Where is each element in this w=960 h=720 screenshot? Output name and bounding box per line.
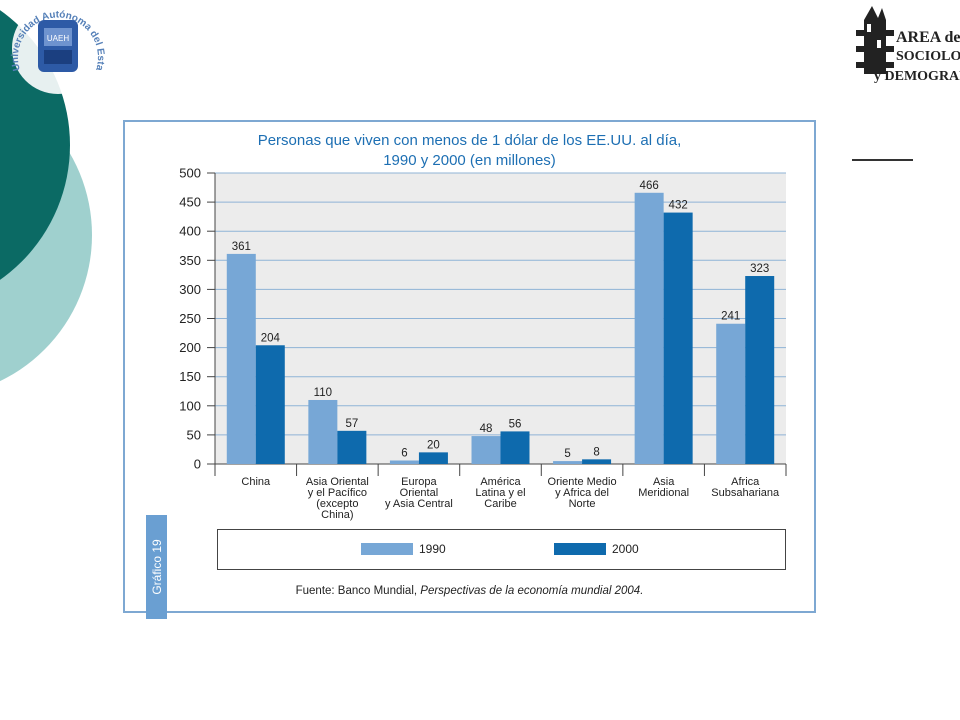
category-label: y Asia Central: [385, 498, 453, 510]
source-note: Fuente: Banco Mundial, Perspectivas de l…: [125, 585, 814, 597]
bar-2000: [663, 212, 693, 464]
category-label: Oriente Medio: [548, 476, 617, 488]
figure-tab: Gráfico 19: [146, 515, 167, 619]
category-label: Caribe: [484, 498, 516, 510]
y-tick-label: 350: [179, 253, 201, 268]
source-prefix: Fuente: Banco Mundial,: [295, 585, 421, 597]
bar-1990: [308, 399, 338, 464]
y-tick-label: 400: [179, 224, 201, 239]
category-label: Asia Oriental: [306, 476, 369, 488]
bar-1990: [471, 436, 501, 464]
legend-item-2000: 2000: [554, 542, 639, 556]
source-title: Perspectivas de la economía mundial 2004…: [420, 585, 644, 597]
data-label: 110: [314, 387, 332, 399]
y-tick-label: 500: [179, 166, 201, 181]
data-label: 20: [427, 439, 440, 451]
category-label: Meridional: [638, 487, 689, 499]
y-tick-label: 50: [187, 427, 201, 442]
figure-tab-label: Gráfico 19: [149, 539, 164, 595]
category-label: Subsahariana: [711, 487, 780, 499]
category-label: (excepto: [316, 498, 358, 510]
y-tick-label: 0: [194, 457, 201, 472]
data-label: 204: [261, 332, 281, 344]
header-rule: [852, 159, 913, 161]
bar-2000: [337, 430, 367, 464]
bar-1990: [553, 461, 583, 464]
category-label: y el Pacífico: [308, 487, 367, 499]
data-label: 56: [509, 418, 522, 430]
bar-chart: 0 50 100 150 200 250 300 350 400 450 500 361 204 Chin…: [179, 166, 787, 521]
category-label: y Africa del: [555, 487, 609, 499]
y-tick-label: 150: [179, 369, 201, 384]
chart-title-line2: 1990 y 2000 (en millones): [383, 152, 556, 169]
data-label: 5: [564, 448, 570, 460]
category-label: China): [321, 509, 353, 521]
logo-line-2: SOCIOLOGÍA: [896, 47, 960, 64]
category-label: Latina y el: [475, 487, 525, 499]
data-label: 432: [669, 200, 688, 212]
legend: 1990 2000: [217, 529, 786, 570]
chart-frame: Personas que viven con menos de 1 dólar …: [123, 120, 816, 619]
castle-icon: [864, 6, 886, 74]
data-label: 241: [721, 311, 740, 323]
seal-emblem-text: UAEH: [47, 34, 69, 43]
logo-line-1: AREA de: [896, 29, 960, 46]
category-label: China: [241, 476, 271, 488]
data-label: 57: [345, 418, 358, 430]
category-label: Oriental: [400, 487, 439, 499]
y-tick-label: 300: [179, 282, 201, 297]
y-tick-label: 100: [179, 398, 201, 413]
category-label: América: [480, 476, 521, 488]
sociology-area-logo: AREA de SOCIOLOGÍA y DEMOGRAFÍA: [852, 0, 960, 92]
category-label: Africa: [731, 476, 760, 488]
data-label: 466: [640, 180, 659, 192]
bar-2000: [582, 459, 612, 464]
legend-label-2000: 2000: [612, 542, 639, 556]
category-label: Europa: [401, 476, 437, 488]
category-label: Asia: [653, 476, 675, 488]
chart-title-line1: Personas que viven con menos de 1 dólar …: [257, 132, 682, 149]
bar-1990: [634, 192, 664, 464]
legend-swatch-1990: [361, 543, 413, 555]
bar-2000: [255, 345, 285, 464]
bar-2000: [418, 452, 448, 464]
bar-1990: [226, 253, 256, 464]
legend-item-1990: 1990: [361, 542, 446, 556]
y-tick-label: 450: [179, 195, 201, 210]
data-label: 8: [593, 446, 599, 458]
y-tick-label: 250: [179, 311, 201, 326]
sociology-logo-graphic: AREA de SOCIOLOGÍA y DEMOGRAFÍA: [856, 6, 960, 84]
data-label: 361: [232, 241, 251, 253]
logo-line-3: y DEMOGRAFÍA: [874, 67, 960, 84]
data-label: 323: [750, 263, 769, 275]
legend-label-1990: 1990: [419, 542, 446, 556]
category-label: Norte: [569, 498, 596, 510]
legend-swatch-2000: [554, 543, 606, 555]
bar-1990: [389, 460, 419, 464]
university-seal-logo: Universidad Autónoma del Estado de Hidal…: [0, 0, 106, 94]
bar-2000: [745, 276, 775, 464]
bar-2000: [500, 431, 530, 464]
data-label: 48: [480, 423, 493, 435]
data-label: 6: [401, 448, 407, 460]
bar-1990: [716, 323, 746, 464]
y-tick-label: 200: [179, 340, 201, 355]
